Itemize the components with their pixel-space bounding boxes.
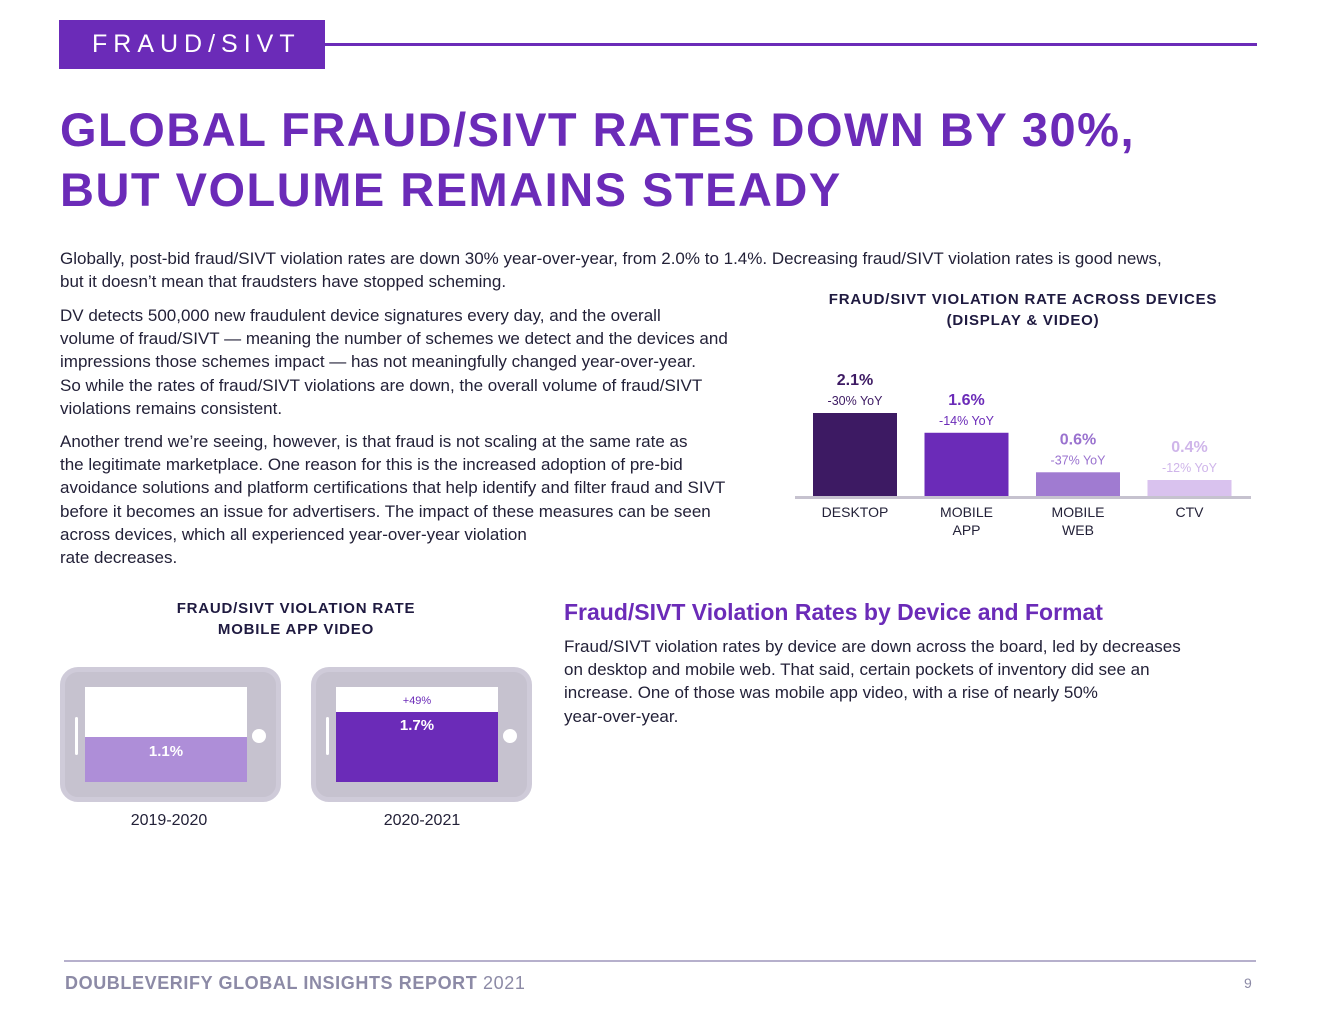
section-tag: FRAUD/SIVT [59,20,325,69]
device-yoy-label: -30% YoY [828,394,884,408]
intro-paragraph: Globally, post-bid fraud/SIVT violation … [60,247,1162,293]
paragraph-line: across devices, which all experienced ye… [60,524,527,544]
paragraph-line: increase. One of those was mobile app vi… [564,683,1098,703]
paragraph-line: impressions those schemes impact — has n… [60,352,696,372]
device-format-heading: Fraud/SIVT Violation Rates by Device and… [564,599,1103,625]
footer-year: 2021 [482,973,526,993]
page-number: 9 [1244,975,1252,991]
phone-fill-bar: 1.1% [85,736,247,782]
mobile-video-chart-title-line-2: MOBILE APP VIDEO [217,620,375,638]
phone-caption-2020-2021: 2020-2021 [383,812,461,829]
phone-home-button [252,729,266,743]
device-value-label: 1.6% [948,392,984,409]
device-bar-chart: -30% YoY 2.1% DESKTOP -14% YoY 1.6% MOBILE APP… [795,372,1251,538]
phone-speaker-line [75,717,78,755]
device-bar [1036,472,1120,496]
volume-paragraph: DV detects 500,000 new fraudulent device… [60,304,728,420]
footer-rule [64,960,1256,962]
phone-fill-bar: 1.7% [336,711,498,782]
phone-speaker-line [326,717,329,755]
paragraph-line: Fraud/SIVT violation rates by device are… [564,637,1181,656]
device-value-label: 0.4% [1171,439,1207,456]
paragraph-line: avoidance solutions and platform certifi… [60,478,726,498]
device-value-label: 2.1% [837,372,873,389]
device-bar [1147,480,1232,496]
paragraph-line: So while the rates of fraud/SIVT violati… [60,375,703,395]
intro-line: but it doesn’t mean that fraudsters have… [60,272,507,292]
device-format-paragraph: Fraud/SIVT violation rates by device are… [564,635,1181,728]
mobile-video-chart-title-line-1: FRAUD/SIVT VIOLATION RATE [176,600,416,617]
device-category-label: CTV [1176,504,1205,520]
paragraph-line: the legitimate marketplace. One reason f… [60,455,683,475]
device-yoy-label: -37% YoY [1051,453,1107,467]
trend-paragraph: Another trend we’re seeing, however, is … [60,430,725,569]
paragraph-line: year-over-year. [564,706,679,726]
paragraph-line: Another trend we’re seeing, however, is … [60,432,688,451]
mobile-video-chart-title: FRAUD/SIVT VIOLATION RATE MOBILE APP VID… [146,599,446,640]
phone-graphic-2019-2020: 1.1% [60,667,281,802]
device-chart-title-line-1: FRAUD/SIVT VIOLATION RATE ACROSS DEVICES [828,291,1218,308]
page-title: GLOBAL FRAUD/SIVT RATES DOWN BY 30%, BUT… [60,100,1260,220]
device-yoy-label: -12% YoY [1162,461,1218,475]
paragraph-line: on desktop and mobile web. That said, ce… [564,660,1150,680]
footer-brand: DOUBLEVERIFY GLOBAL INSIGHTS REPORT 2021 [65,973,525,994]
device-value-label: 0.6% [1060,431,1096,448]
phone-caption-2019-2020: 2019-2020 [130,812,208,829]
phone-screen: +49% 1.7% [336,687,498,782]
device-yoy-label: -14% YoY [939,414,995,428]
paragraph-line: violations remains consistent. [60,398,283,418]
paragraph-line: DV detects 500,000 new fraudulent device… [60,306,661,325]
footer-report-name: DOUBLEVERIFY GLOBAL INSIGHTS REPORT [65,973,478,993]
paragraph-line: volume of fraud/SIVT — meaning the numbe… [60,329,728,349]
page-title-line-2: BUT VOLUME REMAINS STEADY [60,163,842,216]
device-category-label: DESKTOP [822,504,889,520]
phone-graphic-2020-2021: +49% 1.7% [311,667,532,802]
intro-line: Globally, post-bid fraud/SIVT violation … [60,249,1162,268]
device-category-label: MOBILE [1052,504,1105,520]
device-category-label: MOBILE [940,504,993,520]
device-bar [813,413,897,496]
page-title-line-1: GLOBAL FRAUD/SIVT RATES DOWN BY 30%, [60,103,1136,156]
phone-value-label: 1.7% [399,716,435,734]
device-category-label: WEB [1062,522,1094,538]
paragraph-line: before it becomes an issue for advertise… [60,501,711,521]
phone-change-label: +49% [402,695,432,707]
device-category-label: APP [952,522,980,538]
device-chart-title: FRAUD/SIVT VIOLATION RATE ACROSS DEVICES… [823,290,1223,331]
section-rule [325,43,1257,46]
phone-home-button [503,729,517,743]
paragraph-line: rate decreases. [60,548,178,568]
phone-screen: 1.1% [85,687,247,782]
device-chart-title-line-2: (DISPLAY & VIDEO) [946,311,1100,329]
phone-value-label: 1.1% [148,742,184,760]
device-bar [924,432,1009,496]
